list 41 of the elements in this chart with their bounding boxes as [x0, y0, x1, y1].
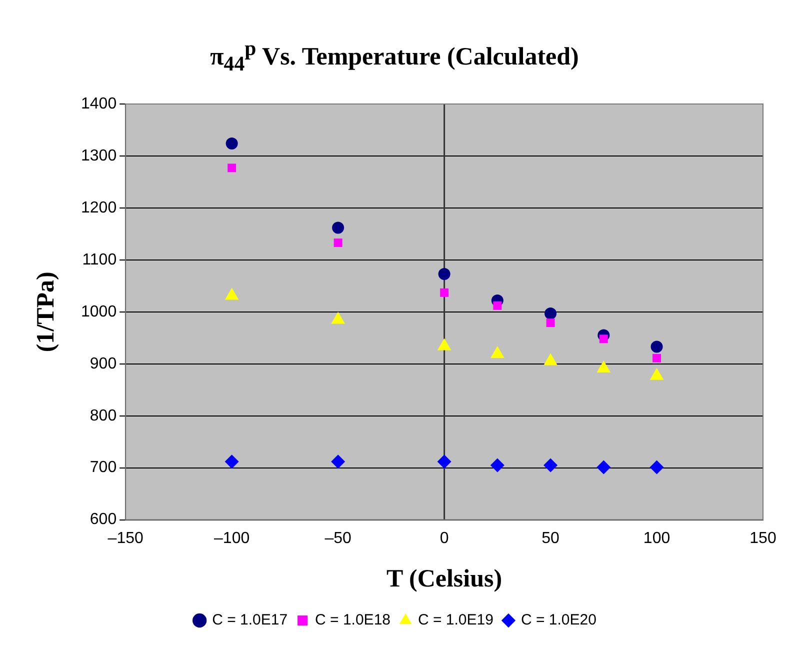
- point: [334, 238, 342, 248]
- y-tick-label: 1300: [81, 147, 117, 164]
- y-tick-label: 1400: [81, 95, 117, 112]
- point: [228, 164, 236, 172]
- point: [331, 454, 346, 469]
- y-tick-label: 600: [90, 511, 117, 528]
- x-tick-label: 0: [440, 530, 449, 547]
- point: [490, 458, 504, 472]
- y-axis-title: (1/TPa): [32, 272, 60, 352]
- y-tick-label: 900: [90, 355, 117, 372]
- x-axis-title: T (Celsius): [386, 565, 502, 592]
- point: [226, 138, 238, 150]
- y-tick-label: 700: [90, 459, 117, 476]
- point: [652, 354, 662, 362]
- point: [440, 288, 449, 297]
- legend-label: C = 1.0E17: [212, 612, 288, 629]
- point: [546, 318, 555, 328]
- y-tick-label: 1200: [81, 199, 117, 216]
- legend-label: C = 1.0E20: [520, 612, 596, 629]
- x-tick-label: 150: [750, 530, 776, 547]
- y-tick-label: 1100: [82, 251, 117, 268]
- point: [493, 301, 502, 310]
- y-tick-label: 1000: [81, 303, 117, 320]
- legend-label: C = 1.0E19: [418, 612, 494, 629]
- x-tick-label: –100: [214, 530, 250, 547]
- y-tick-label: 800: [90, 407, 117, 424]
- point: [650, 340, 663, 353]
- x-tick-label: 50: [542, 530, 560, 547]
- point: [224, 454, 239, 469]
- point: [332, 222, 344, 234]
- point: [650, 460, 664, 474]
- x-tick-label: –50: [324, 530, 352, 547]
- point: [596, 460, 611, 474]
- x-tick-label: –150: [108, 530, 144, 547]
- point: [438, 268, 450, 280]
- point: [544, 307, 557, 320]
- chart-title: π$_{44}$$^{p}$ Vs. Temperature (Calculated): [209, 36, 580, 76]
- point: [437, 454, 452, 469]
- point: [544, 458, 558, 472]
- x-tick-label: 100: [643, 530, 670, 547]
- legend-label: C = 1.0E18: [315, 612, 390, 629]
